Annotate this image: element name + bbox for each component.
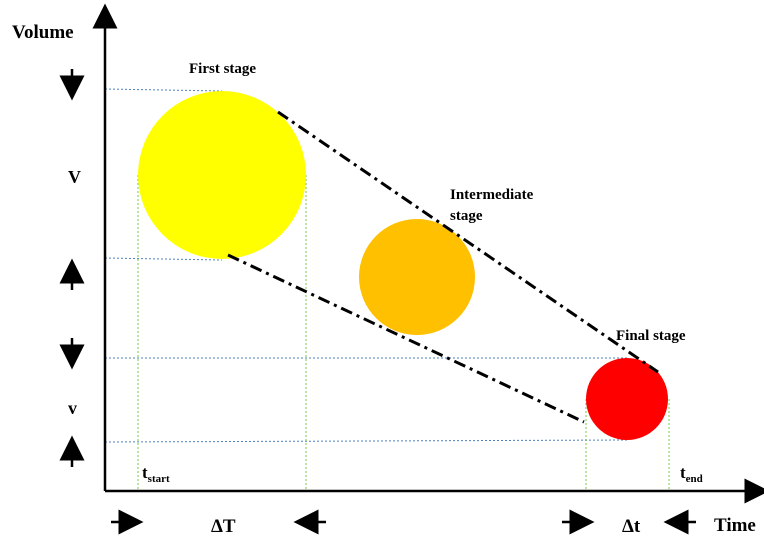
guide-line-big-top bbox=[104, 88, 223, 92]
y-axis-label: Volume bbox=[12, 22, 74, 43]
final-stage-circle bbox=[586, 358, 668, 440]
final-stage-label: Final stage bbox=[616, 328, 686, 344]
guide-line-big-bottom bbox=[104, 257, 223, 261]
x-axis-label: Time bbox=[714, 515, 756, 536]
volume-guide-lines bbox=[104, 88, 628, 443]
t-end-label: tend bbox=[680, 463, 703, 485]
intermediate-stage-circle bbox=[359, 219, 475, 335]
guide-line-small-bottom bbox=[104, 439, 628, 443]
t-start-label: tstart bbox=[142, 463, 170, 485]
lower-connector-line bbox=[227, 253, 585, 424]
small-volume-label: v bbox=[68, 398, 77, 418]
intermediate-stage-label-line1: Intermediate bbox=[450, 187, 534, 203]
axes bbox=[92, 3, 764, 504]
t-end-base: t bbox=[680, 463, 686, 482]
time-guide-lines bbox=[137, 175, 670, 491]
big-interval-label: ΔT bbox=[211, 516, 236, 537]
upper-connector-line bbox=[277, 110, 659, 374]
big-volume-label: V bbox=[68, 167, 81, 187]
small-interval-label: Δt bbox=[622, 516, 641, 537]
intermediate-stage-label-line2: stage bbox=[450, 208, 483, 224]
first-stage-label: First stage bbox=[189, 61, 256, 77]
t-start-subscript: start bbox=[148, 473, 170, 485]
first-stage-circle bbox=[138, 91, 306, 259]
t-end-subscript: end bbox=[686, 473, 703, 485]
t-start-base: t bbox=[142, 463, 148, 482]
stage-connector-lines bbox=[227, 110, 659, 424]
